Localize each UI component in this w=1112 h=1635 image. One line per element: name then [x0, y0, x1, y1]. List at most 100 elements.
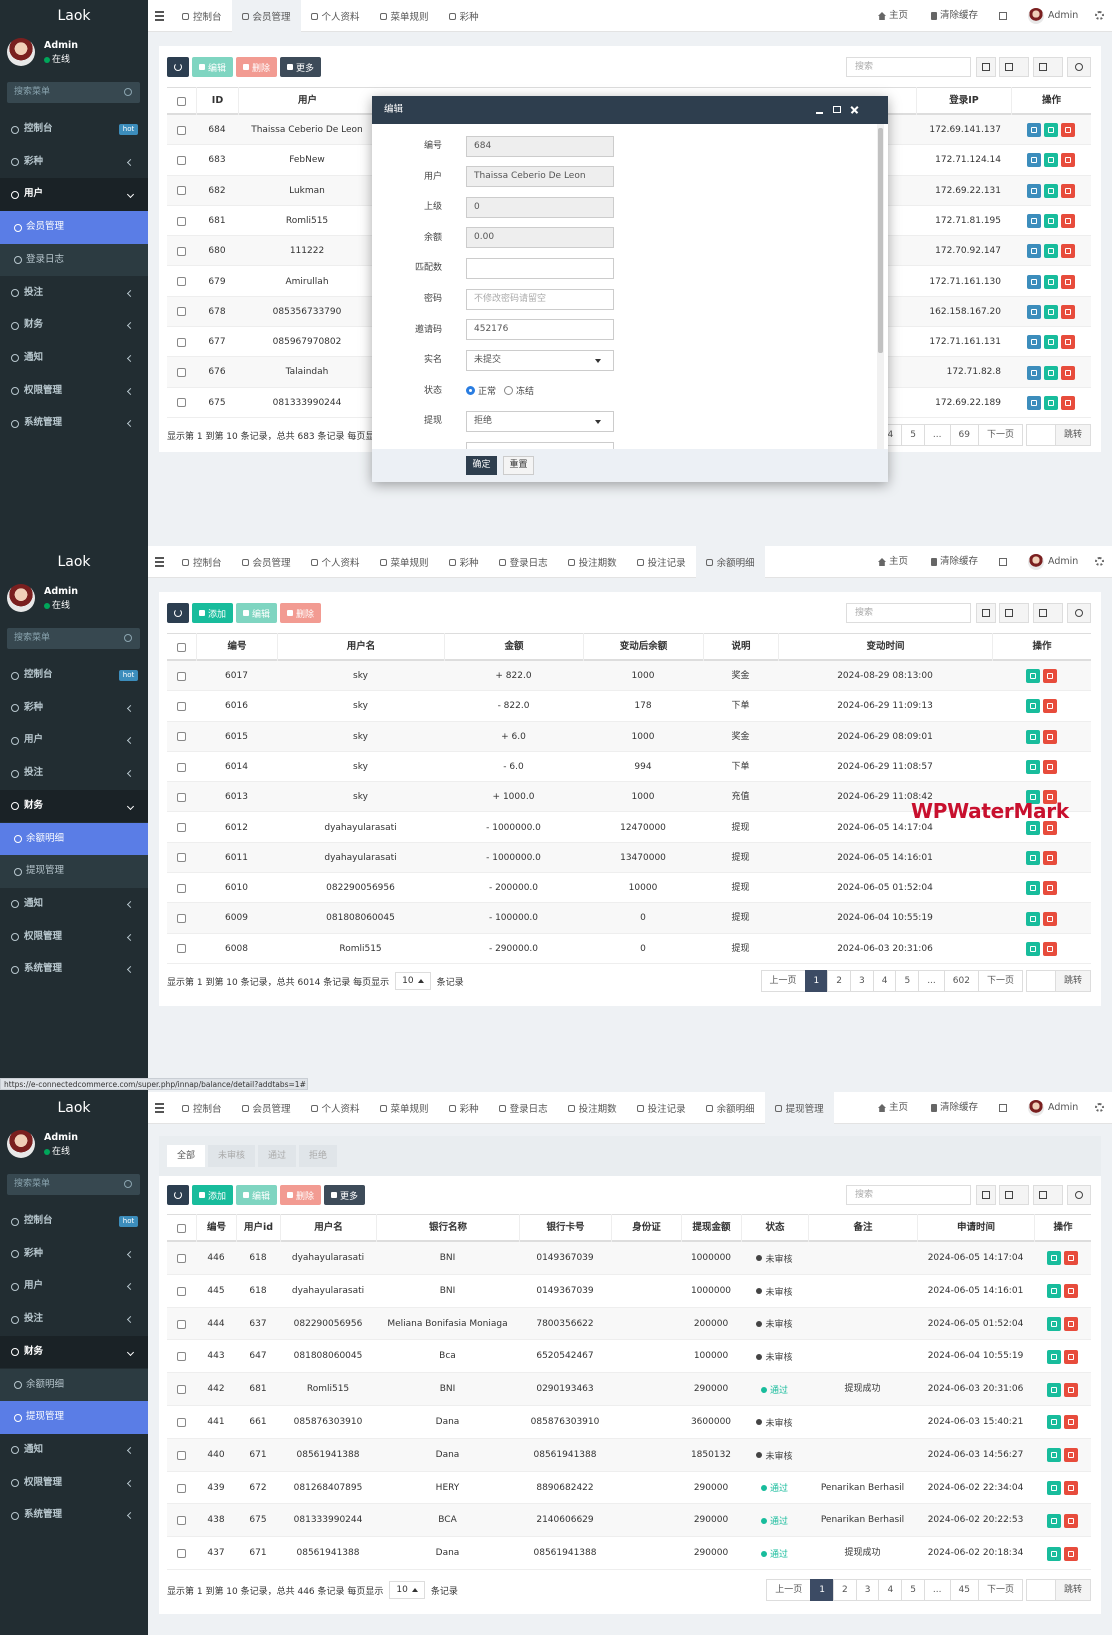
toolbar-icon-button[interactable]	[1033, 57, 1063, 77]
nav-tab[interactable]: 控制台	[172, 0, 232, 32]
row-checkbox[interactable]	[177, 186, 186, 196]
row-action-button[interactable]	[1044, 183, 1058, 198]
toolbar-button[interactable]: 编辑	[236, 603, 278, 623]
page-jump-button[interactable]: 跳转	[1054, 970, 1091, 992]
radio[interactable]	[504, 386, 514, 396]
row-action-button[interactable]	[1064, 1251, 1078, 1266]
row-action-button[interactable]	[1026, 850, 1040, 865]
toolbar-icon-button[interactable]	[999, 1185, 1029, 1205]
nav-tab[interactable]: 彩种	[439, 1092, 489, 1124]
menu-item[interactable]: 彩种	[0, 1238, 148, 1271]
row-checkbox[interactable]	[177, 216, 186, 226]
menu-item[interactable]: 用户	[0, 724, 148, 757]
toolbar-icon-button[interactable]	[976, 1185, 996, 1205]
row-action-button[interactable]	[1044, 214, 1058, 229]
toolbar-icon-button[interactable]	[1067, 1185, 1091, 1205]
row-action-button[interactable]	[1061, 244, 1075, 259]
modal-minimize[interactable]	[816, 112, 823, 114]
row-action-button[interactable]	[1043, 790, 1057, 805]
menu-search[interactable]: 搜索菜单	[7, 1174, 140, 1195]
menu-item[interactable]: 控制台 hot	[0, 659, 148, 692]
row-action-button[interactable]	[1061, 153, 1075, 168]
row-checkbox[interactable]	[177, 1450, 186, 1460]
menu-item[interactable]: 投注	[0, 277, 148, 310]
filter-tab[interactable]: 通过	[258, 1145, 297, 1167]
menu-item[interactable]: 权限管理	[0, 921, 148, 954]
fullscreen-icon[interactable]	[999, 12, 1007, 20]
home-link[interactable]: 主页	[889, 556, 909, 567]
clear-cache-link[interactable]: 清除缓存	[940, 556, 979, 567]
menu-item[interactable]: 通知	[0, 888, 148, 921]
home-link[interactable]: 主页	[889, 1102, 909, 1113]
nav-tab[interactable]: 个人资料	[301, 546, 370, 578]
row-action-button[interactable]	[1047, 1513, 1061, 1528]
row-checkbox[interactable]	[177, 944, 186, 954]
row-action-button[interactable]	[1027, 274, 1041, 289]
menu-item[interactable]: 系统管理	[0, 1499, 148, 1532]
row-action-button[interactable]	[1061, 123, 1075, 138]
refresh-button[interactable]	[167, 57, 189, 77]
page-link[interactable]: 5	[895, 970, 920, 992]
toolbar-button[interactable]: 删除	[280, 603, 322, 623]
top-user[interactable]: Admin	[1048, 1102, 1079, 1113]
nav-tab[interactable]: 登录日志	[489, 546, 558, 578]
toolbar-button[interactable]: 更多	[324, 1185, 366, 1205]
row-checkbox[interactable]	[177, 1385, 186, 1395]
nav-tab[interactable]: 菜单规则	[370, 546, 439, 578]
row-action-button[interactable]	[1027, 214, 1041, 229]
menu-item[interactable]: 提现管理	[0, 855, 148, 888]
row-action-button[interactable]	[1027, 244, 1041, 259]
text-input[interactable]: 不修改密码请留空	[466, 288, 614, 310]
page-link[interactable]: 1	[810, 1579, 834, 1601]
settings-icon[interactable]	[1095, 1103, 1104, 1112]
row-action-button[interactable]	[1064, 1513, 1078, 1528]
row-action-button[interactable]	[1043, 669, 1057, 684]
row-action-button[interactable]	[1061, 183, 1075, 198]
menu-item[interactable]: 余额明细	[0, 1368, 148, 1402]
menu-item[interactable]: 投注	[0, 1303, 148, 1336]
row-action-button[interactable]	[1047, 1284, 1061, 1299]
nav-tab[interactable]: 菜单规则	[370, 0, 439, 32]
row-checkbox[interactable]	[177, 1516, 186, 1526]
select-input[interactable]: 拒绝	[466, 410, 614, 432]
menu-item[interactable]: 提现管理	[0, 1401, 148, 1434]
row-checkbox[interactable]	[177, 337, 186, 347]
menu-item[interactable]: 登录日志	[0, 243, 148, 277]
page-link[interactable]: 2	[827, 970, 851, 992]
header-checkbox[interactable]	[177, 1223, 186, 1233]
row-action-button[interactable]	[1043, 820, 1057, 835]
nav-tab[interactable]: 控制台	[172, 1092, 232, 1124]
row-action-button[interactable]	[1027, 395, 1041, 410]
row-checkbox[interactable]	[177, 1253, 186, 1263]
row-checkbox[interactable]	[177, 246, 186, 256]
page-jump-input[interactable]	[1025, 1579, 1056, 1601]
filter-tab[interactable]: 未审核	[208, 1145, 256, 1167]
menu-search[interactable]: 搜索菜单	[7, 628, 140, 649]
page-link[interactable]: 上一页	[766, 1579, 812, 1601]
page-jump-button[interactable]: 跳转	[1054, 424, 1091, 446]
modal-maximize[interactable]	[833, 106, 841, 113]
header-checkbox[interactable]	[177, 642, 186, 652]
menu-item[interactable]: 通知	[0, 1434, 148, 1467]
row-action-button[interactable]	[1027, 123, 1041, 138]
page-link[interactable]: 4	[878, 1579, 903, 1601]
row-checkbox[interactable]	[177, 883, 186, 893]
row-checkbox[interactable]	[177, 1319, 186, 1329]
row-action-button[interactable]	[1044, 395, 1058, 410]
nav-tab[interactable]: 彩种	[439, 546, 489, 578]
row-action-button[interactable]	[1026, 790, 1040, 805]
page-link[interactable]: 1	[804, 970, 829, 992]
row-checkbox[interactable]	[177, 1483, 186, 1493]
filter-tab[interactable]: 全部	[167, 1145, 206, 1167]
row-action-button[interactable]	[1043, 729, 1057, 744]
row-action-button[interactable]	[1043, 850, 1057, 865]
row-action-button[interactable]	[1061, 365, 1075, 380]
toolbar-icon-button[interactable]	[1033, 1185, 1063, 1205]
row-action-button[interactable]	[1043, 881, 1057, 896]
row-action-button[interactable]	[1047, 1317, 1061, 1331]
nav-tab[interactable]: 投注记录	[627, 546, 696, 578]
toolbar-button[interactable]: 更多	[280, 57, 322, 77]
menu-item[interactable]: 系统管理	[0, 407, 148, 440]
toolbar-button[interactable]: 编辑	[192, 57, 234, 77]
row-checkbox[interactable]	[177, 1352, 186, 1362]
